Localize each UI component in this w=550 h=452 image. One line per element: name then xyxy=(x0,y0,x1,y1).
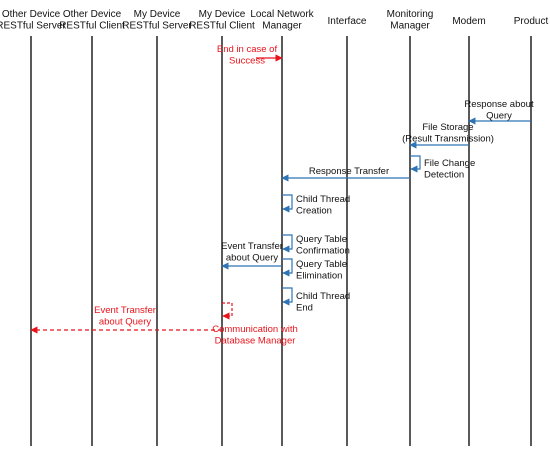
participant-label-monitoring-line: Manager xyxy=(390,21,430,32)
message-label-end_success-line: End in case of xyxy=(217,44,278,55)
message-label-file_storage-line: (Result Transmission) xyxy=(402,134,494,145)
message-label-db_comm: Communication with Database Manager xyxy=(212,324,298,347)
message-label-event_transfer_other-line: about Query xyxy=(99,317,152,328)
message-label-end_success-line: Success xyxy=(229,56,265,67)
participant-label-monitoring-line: Monitoring xyxy=(387,9,434,20)
participant-label-local_nm-line: Local Network xyxy=(250,9,314,20)
participant-label-modem-line: Modem xyxy=(452,16,485,27)
self-message-query_confirm xyxy=(282,234,293,253)
message-label-response_query: Response about Query xyxy=(464,99,534,122)
participant-label-other_client-line: RESTful Client xyxy=(59,21,125,32)
message-label-event_transfer_other: Event Transfer about Query xyxy=(94,305,156,328)
message-label-response_transfer-line: Response Transfer xyxy=(309,166,389,177)
message-label-file_storage: File Storage (Result Transmission) xyxy=(402,122,494,145)
message-label-child_end-line: End xyxy=(296,303,313,314)
participant-label-other_client: Other Device RESTful Client xyxy=(59,9,125,32)
lifelines xyxy=(30,36,532,446)
message-label-end_success: End in case of Success xyxy=(217,44,278,67)
message-label-file_change: File Change Detection xyxy=(424,158,475,181)
participant-label-other_server-line: RESTful Server xyxy=(0,21,66,32)
message-label-child_creation-line: Child Thread xyxy=(296,194,350,205)
message-label-response_query-line: Response about xyxy=(464,99,534,110)
message-label-query_elim: Query Table Elimination xyxy=(296,259,347,282)
message-label-child_creation-line: Creation xyxy=(296,206,332,217)
participant-label-other_server-line: Other Device xyxy=(2,9,61,20)
participant-label-local_nm-line: Manager xyxy=(262,21,302,32)
message-label-query_confirm-line: Query Table xyxy=(296,234,347,245)
participant-label-my_client-line: RESTful Client xyxy=(189,21,255,32)
message-label-child_end-line: Child Thread xyxy=(296,291,350,302)
message-label-response_transfer: Response Transfer xyxy=(309,166,389,177)
message-label-file_change-line: Detection xyxy=(424,170,464,181)
self-message-query_elim xyxy=(282,258,293,277)
message-label-query_elim-line: Elimination xyxy=(296,271,342,282)
participant-label-my_server-line: My Device xyxy=(134,9,181,20)
participant-label-my_client-line: My Device xyxy=(199,9,246,20)
participant-label-interface: Interface xyxy=(328,16,367,27)
participant-label-interface-line: Interface xyxy=(328,16,367,27)
message-label-event_transfer: Event Transfer about Query xyxy=(221,241,283,264)
participant-label-other_client-line: Other Device xyxy=(63,9,122,20)
message-label-db_comm-line: Database Manager xyxy=(215,336,296,347)
participant-label-modem: Modem xyxy=(452,16,485,27)
message-label-file_change-line: File Change xyxy=(424,158,475,169)
self-message-db_comm xyxy=(222,302,233,320)
participant-label-local_nm: Local Network Manager xyxy=(250,9,314,32)
message-label-query_confirm: Query Table Confirmation xyxy=(296,234,350,257)
message-label-child_creation: Child Thread Creation xyxy=(296,194,350,217)
message-label-event_transfer-line: about Query xyxy=(226,253,279,264)
participant-label-monitoring: Monitoring Manager xyxy=(387,9,434,32)
self-message-file_change xyxy=(410,155,421,173)
message-label-child_end: Child Thread End xyxy=(296,291,350,314)
message-label-response_query-line: Query xyxy=(486,111,512,122)
participant-label-product: Product xyxy=(514,16,549,27)
message-label-db_comm-line: Communication with xyxy=(212,324,298,335)
message-label-query_confirm-line: Confirmation xyxy=(296,246,350,257)
message-label-event_transfer_other-line: Event Transfer xyxy=(94,305,156,316)
participant-label-my_server-line: RESTful Server xyxy=(122,21,192,32)
participant-label-product-line: Product xyxy=(514,16,549,27)
message-label-query_elim-line: Query Table xyxy=(296,259,347,270)
participant-label-other_server: Other Device RESTful Server xyxy=(0,9,66,32)
participant-label-my_client: My Device RESTful Client xyxy=(189,9,255,32)
self-message-child_creation xyxy=(282,194,293,213)
participant-label-my_server: My Device RESTful Server xyxy=(122,9,192,32)
message-label-file_storage-line: File Storage xyxy=(422,122,473,133)
self-message-child_end xyxy=(282,287,293,306)
message-label-event_transfer-line: Event Transfer xyxy=(221,241,283,252)
